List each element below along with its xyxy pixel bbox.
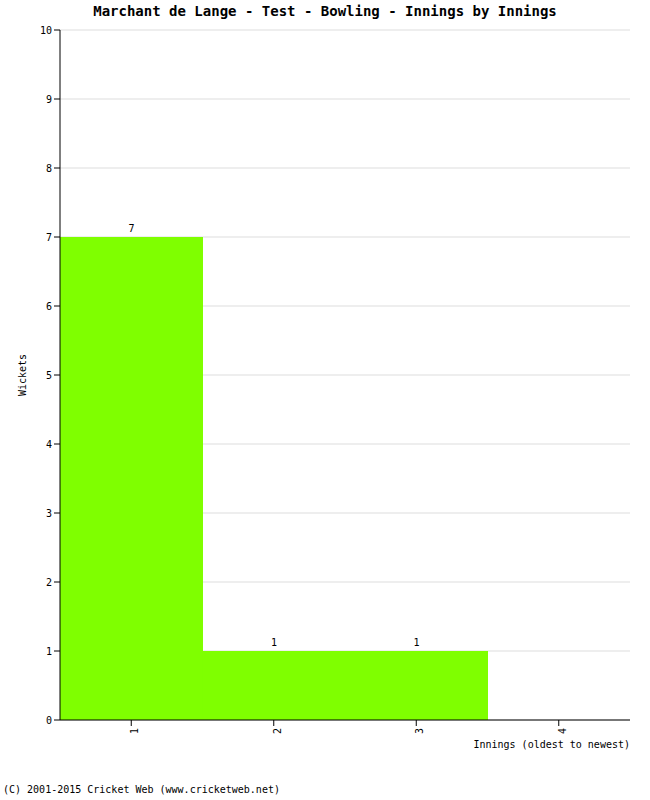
svg-text:8: 8 (46, 163, 52, 174)
svg-text:2: 2 (272, 728, 283, 734)
svg-text:4: 4 (46, 439, 52, 450)
svg-text:3: 3 (414, 728, 425, 734)
svg-text:1: 1 (129, 728, 140, 734)
html-text:Marchant de Lange - Test - Bow: Marchant de Lange - Test - Bowling - Inn… (93, 3, 557, 19)
html-text:(C) 2001-2015 Cricket Web (www: (C) 2001-2015 Cricket Web (www.cricketwe… (3, 784, 280, 795)
svg-text:6: 6 (46, 301, 52, 312)
svg-text:7: 7 (128, 223, 134, 234)
svg-text:3: 3 (46, 508, 52, 519)
svg-text:Wickets: Wickets (17, 354, 28, 396)
svg-text:1: 1 (271, 637, 277, 648)
svg-text:2: 2 (46, 577, 52, 588)
svg-text:5: 5 (46, 370, 52, 381)
svg-text:9: 9 (46, 94, 52, 105)
svg-text:1: 1 (46, 646, 52, 657)
svg-text:7: 7 (46, 232, 52, 243)
svg-text:10: 10 (40, 25, 52, 36)
svg-text:1: 1 (413, 637, 419, 648)
svg-text:4: 4 (557, 728, 568, 734)
svg-text:0: 0 (46, 715, 52, 726)
html-text:Innings (oldest to newest): Innings (oldest to newest) (473, 739, 630, 750)
